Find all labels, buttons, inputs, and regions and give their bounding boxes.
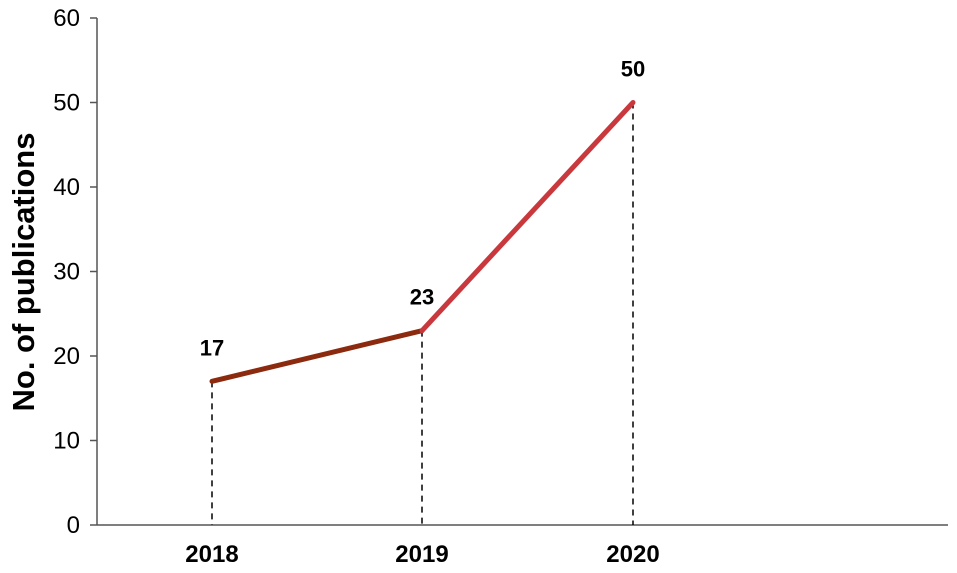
data-label: 23 [410, 285, 434, 310]
line-segment [419, 100, 636, 334]
x-tick-label: 2020 [606, 541, 659, 568]
data-labels: 17 23 50 [200, 57, 645, 361]
y-tick-label: 10 [53, 428, 80, 455]
y-tick-label: 60 [53, 5, 80, 32]
y-tick-label: 20 [53, 343, 80, 370]
y-tick-label: 30 [53, 259, 80, 286]
y-tick-label: 50 [53, 90, 80, 117]
data-label: 50 [621, 57, 645, 82]
drop-lines [211, 102, 634, 525]
x-tick-label: 2018 [185, 541, 238, 568]
series-line [209, 100, 636, 384]
y-tick-label: 40 [53, 174, 80, 201]
x-tick-label: 2019 [395, 541, 448, 568]
y-axis-title: No. of publications [6, 133, 41, 412]
line-segment [209, 328, 425, 384]
y-tick-label: 0 [67, 512, 80, 539]
data-label: 17 [200, 335, 224, 360]
axes: 0 10 20 30 40 50 60 2018 2019 2020 [53, 5, 948, 568]
